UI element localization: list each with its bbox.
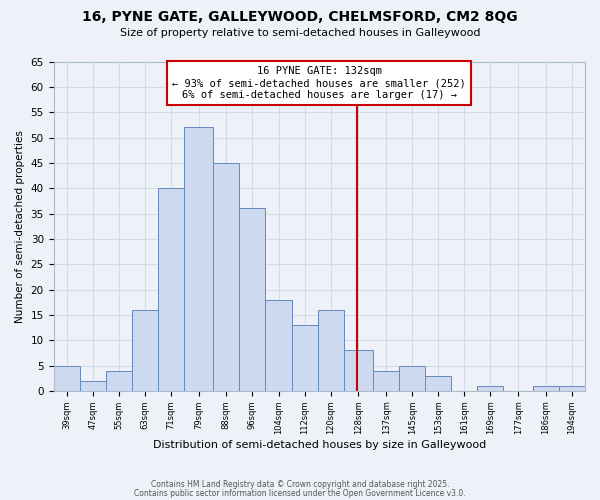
Text: Contains public sector information licensed under the Open Government Licence v3: Contains public sector information licen… — [134, 488, 466, 498]
Y-axis label: Number of semi-detached properties: Number of semi-detached properties — [15, 130, 25, 322]
Bar — [559, 386, 585, 391]
Bar — [265, 300, 292, 391]
Text: Size of property relative to semi-detached houses in Galleywood: Size of property relative to semi-detach… — [120, 28, 480, 38]
Bar — [344, 350, 373, 391]
Bar — [158, 188, 184, 391]
Bar — [132, 310, 158, 391]
Bar — [425, 376, 451, 391]
X-axis label: Distribution of semi-detached houses by size in Galleywood: Distribution of semi-detached houses by … — [152, 440, 486, 450]
Bar — [292, 325, 317, 391]
Bar — [106, 370, 132, 391]
Text: Contains HM Land Registry data © Crown copyright and database right 2025.: Contains HM Land Registry data © Crown c… — [151, 480, 449, 489]
Bar — [478, 386, 503, 391]
Bar — [317, 310, 344, 391]
Bar — [399, 366, 425, 391]
Bar — [373, 370, 399, 391]
Bar — [533, 386, 559, 391]
Bar — [184, 128, 213, 391]
Text: 16, PYNE GATE, GALLEYWOOD, CHELMSFORD, CM2 8QG: 16, PYNE GATE, GALLEYWOOD, CHELMSFORD, C… — [82, 10, 518, 24]
Bar — [53, 366, 80, 391]
Text: 16 PYNE GATE: 132sqm
← 93% of semi-detached houses are smaller (252)
6% of semi-: 16 PYNE GATE: 132sqm ← 93% of semi-detac… — [172, 66, 466, 100]
Bar — [239, 208, 265, 391]
Bar — [213, 163, 239, 391]
Bar — [80, 380, 106, 391]
